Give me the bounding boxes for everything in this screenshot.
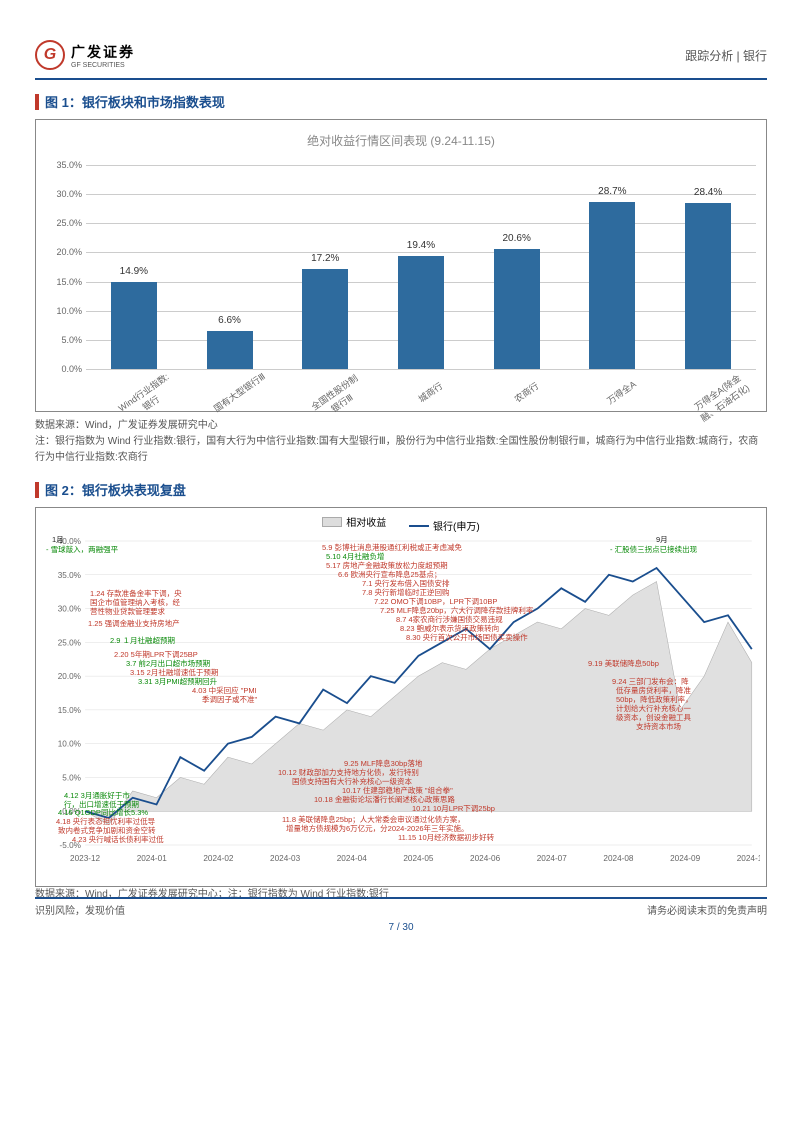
svg-text:0.0%: 0.0% bbox=[62, 807, 81, 816]
svg-text:2024-07: 2024-07 bbox=[537, 854, 568, 863]
doc-category: 跟踪分析 | 银行 bbox=[685, 47, 767, 64]
svg-text:2024-06: 2024-06 bbox=[470, 854, 501, 863]
fig2-title: 图 2：银行板块表现复盘 bbox=[45, 480, 186, 499]
svg-text:20.0%: 20.0% bbox=[58, 672, 81, 681]
svg-text:10.0%: 10.0% bbox=[58, 740, 81, 749]
legend-line-swatch bbox=[409, 525, 429, 527]
footer-rule bbox=[35, 897, 767, 899]
bar-0: 14.9% bbox=[111, 282, 157, 369]
fig1-subtitle: 绝对收益行情区间表现 (9.24-11.15) bbox=[46, 132, 756, 149]
footer-right: 请务必阅读末页的免责声明 bbox=[647, 902, 767, 917]
bar-1: 6.6% bbox=[207, 331, 253, 369]
svg-text:2024-01: 2024-01 bbox=[137, 854, 168, 863]
bar-6: 28.4% bbox=[685, 203, 731, 369]
svg-text:2024-04: 2024-04 bbox=[337, 854, 368, 863]
legend-line-label: 银行(申万) bbox=[433, 518, 480, 533]
svg-text:2023-12: 2023-12 bbox=[70, 854, 101, 863]
svg-text:40.0%: 40.0% bbox=[58, 537, 81, 546]
fig2-chart: 相对收益 银行(申万) -5.0% 0.0% 5.0% 10.0% 15.0% 20.0%… bbox=[35, 507, 767, 887]
bar-3: 19.4% bbox=[398, 256, 444, 369]
svg-text:2024-10: 2024-10 bbox=[737, 854, 760, 863]
svg-text:30.0%: 30.0% bbox=[58, 605, 81, 614]
logo-icon: G bbox=[35, 40, 65, 70]
page-number: 7 / 30 bbox=[0, 922, 802, 933]
svg-text:2024-05: 2024-05 bbox=[403, 854, 434, 863]
logo: G 广发证券 GF SECURITIES bbox=[35, 40, 135, 70]
svg-text:2024-02: 2024-02 bbox=[203, 854, 234, 863]
footer-left: 识别风险，发现价值 bbox=[35, 902, 125, 917]
svg-text:15.0%: 15.0% bbox=[58, 706, 81, 715]
svg-text:25.0%: 25.0% bbox=[58, 638, 81, 647]
bar-2: 17.2% bbox=[302, 269, 348, 369]
bar-5: 28.7% bbox=[589, 202, 635, 369]
fig1-chart: 绝对收益行情区间表现 (9.24-11.15) 0.0%5.0%10.0%15.… bbox=[35, 119, 767, 412]
bar-4: 20.6% bbox=[494, 249, 540, 369]
logo-cn-text: 广发证券 bbox=[71, 42, 135, 62]
svg-text:35.0%: 35.0% bbox=[58, 571, 81, 580]
fig1-title: 图 1：银行板块和市场指数表现 bbox=[45, 92, 225, 111]
legend-area-label: 相对收益 bbox=[346, 514, 386, 529]
legend-area-swatch bbox=[322, 517, 342, 527]
svg-text:5.0%: 5.0% bbox=[62, 774, 81, 783]
header-rule bbox=[35, 78, 767, 80]
fig-accent-bar bbox=[35, 482, 39, 498]
svg-text:2024-09: 2024-09 bbox=[670, 854, 701, 863]
svg-text:2024-08: 2024-08 bbox=[603, 854, 634, 863]
logo-en-text: GF SECURITIES bbox=[71, 62, 135, 69]
fig2-source: 数据来源：Wind，广发证券发展研究中心；注：银行指数为 Wind 行业指数:银… bbox=[35, 887, 767, 903]
svg-text:2024-03: 2024-03 bbox=[270, 854, 301, 863]
fig-accent-bar bbox=[35, 94, 39, 110]
svg-text:-5.0%: -5.0% bbox=[60, 841, 81, 850]
